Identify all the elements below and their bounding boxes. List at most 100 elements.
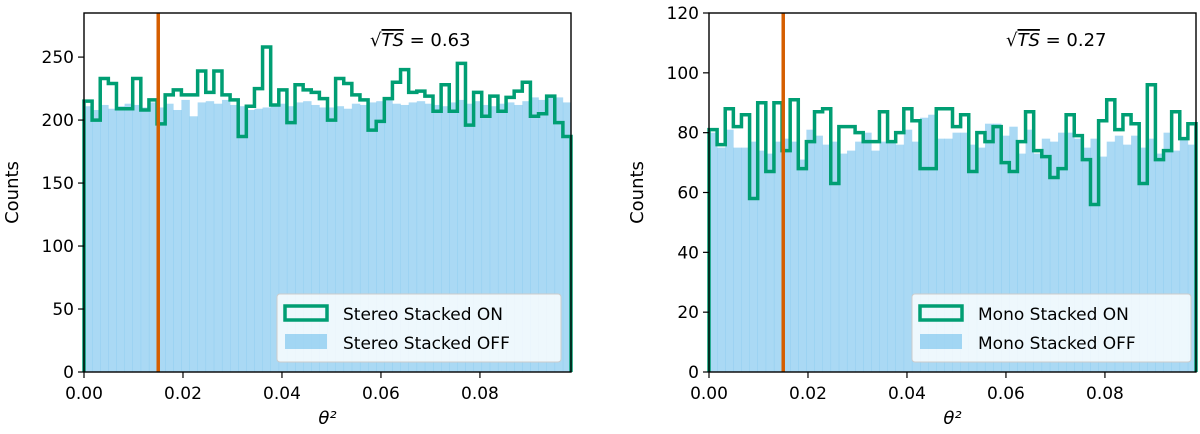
legend: Mono Stacked ON Mono Stacked OFF — [911, 293, 1192, 363]
y-tick-label: 80 — [677, 124, 699, 144]
off-bar — [506, 102, 515, 372]
x-tick-label: 0.00 — [65, 384, 103, 404]
legend-swatch-off — [920, 334, 962, 349]
legend-box — [911, 293, 1192, 363]
off-bar — [189, 116, 198, 372]
off-bar — [132, 104, 142, 373]
off-bar — [944, 138, 953, 372]
x-axis-label: θ² — [318, 408, 336, 429]
off-bar — [230, 104, 239, 373]
y-tick-label: 120 — [667, 4, 699, 24]
off-bar — [489, 106, 499, 372]
off-bar — [392, 103, 401, 373]
off-bar — [830, 141, 840, 372]
x-tick-label: 0.06 — [362, 384, 400, 404]
off-bar — [116, 106, 125, 372]
sqrt-symbol: √ — [370, 30, 382, 51]
off-bar — [1187, 144, 1197, 372]
off-bar — [286, 106, 296, 372]
off-bar — [1025, 129, 1034, 372]
x-tick-label: 0.08 — [1086, 384, 1124, 404]
off-bar — [1017, 153, 1026, 372]
off-bar — [895, 144, 905, 372]
off-bar — [400, 104, 409, 373]
off-bar — [765, 153, 775, 372]
off-bar — [733, 147, 742, 372]
legend-label-off: Stereo Stacked OFF — [343, 334, 510, 354]
off-bar — [879, 141, 888, 372]
off-bar — [84, 106, 93, 372]
off-bar — [790, 141, 799, 372]
legend-swatch-on — [283, 304, 329, 322]
off-bar — [717, 147, 726, 372]
sqrt-ts-annotation: √TS = 0.27 — [1006, 30, 1107, 51]
y-tick-label: 100 — [42, 237, 74, 257]
off-bar — [936, 138, 945, 372]
chart-panel-0: 0.00 0.02 0.04 0.06 0.08 0 50 100 150 200 250 θ² Cou… — [2, 12, 573, 429]
off-bar — [749, 141, 758, 372]
off-bar — [262, 107, 271, 372]
off-bar — [140, 107, 150, 372]
legend-swatch-on — [918, 304, 964, 322]
x-tick-label: 0.02 — [164, 384, 202, 404]
y-tick-label: 250 — [42, 48, 74, 68]
off-bar — [213, 103, 223, 373]
off-bar — [757, 150, 767, 372]
off-bar — [181, 99, 190, 373]
sqrt-ts-annotation: √TS = 0.63 — [370, 30, 471, 51]
off-bar — [270, 104, 280, 373]
off-bar — [562, 102, 572, 372]
off-bar — [911, 141, 921, 372]
y-tick-label: 100 — [667, 64, 699, 84]
off-bar — [968, 144, 978, 372]
off-bar — [1179, 138, 1189, 372]
off-bar — [1082, 147, 1091, 372]
x-tick-label: 0.04 — [263, 384, 301, 404]
off-bar — [473, 101, 483, 372]
off-bar — [416, 101, 426, 372]
off-bar — [424, 103, 434, 373]
off-bar — [1139, 147, 1148, 372]
off-bar — [1147, 138, 1156, 372]
off-bar — [433, 104, 442, 373]
off-bar — [1106, 141, 1116, 372]
off-bar — [465, 103, 474, 373]
ts-value: = 0.63 — [404, 30, 471, 51]
off-bar — [481, 104, 491, 373]
y-tick-label: 40 — [677, 243, 699, 263]
off-bar — [1114, 135, 1124, 372]
off-bar — [993, 123, 1002, 372]
off-bar — [92, 109, 101, 372]
on-step-line — [82, 45, 573, 372]
off-bar — [855, 141, 864, 372]
off-bar — [197, 102, 207, 372]
y-axis-label: Counts — [2, 161, 23, 224]
x-tick-label: 0.06 — [987, 384, 1025, 404]
off-bar — [311, 104, 320, 373]
off-bar — [1066, 132, 1075, 372]
off-bar — [822, 144, 832, 372]
y-axis-label: Counts — [627, 161, 648, 224]
off-bar — [100, 104, 109, 373]
off-bar — [246, 109, 255, 372]
x-tick-label: 0.04 — [888, 384, 926, 404]
off-bar — [530, 97, 539, 373]
y-tick-label: 50 — [52, 300, 74, 320]
off-bar — [497, 103, 507, 373]
off-bar — [984, 123, 994, 372]
sqrt-symbol: √ — [1006, 30, 1018, 51]
x-tick-label: 0.02 — [789, 384, 827, 404]
off-bar — [238, 106, 247, 372]
off-bar — [124, 103, 133, 373]
off-bar — [960, 132, 970, 372]
legend-label-on: Mono Stacked ON — [978, 305, 1129, 325]
ts-variable: TS — [1017, 30, 1039, 51]
off-bar — [798, 159, 807, 372]
off-bar — [514, 104, 523, 373]
x-tick-label: 0.08 — [461, 384, 499, 404]
off-bar — [863, 132, 872, 372]
off-bar — [806, 129, 815, 372]
off-bar — [108, 108, 117, 372]
off-bar — [148, 102, 158, 372]
off-bar — [1074, 138, 1083, 372]
